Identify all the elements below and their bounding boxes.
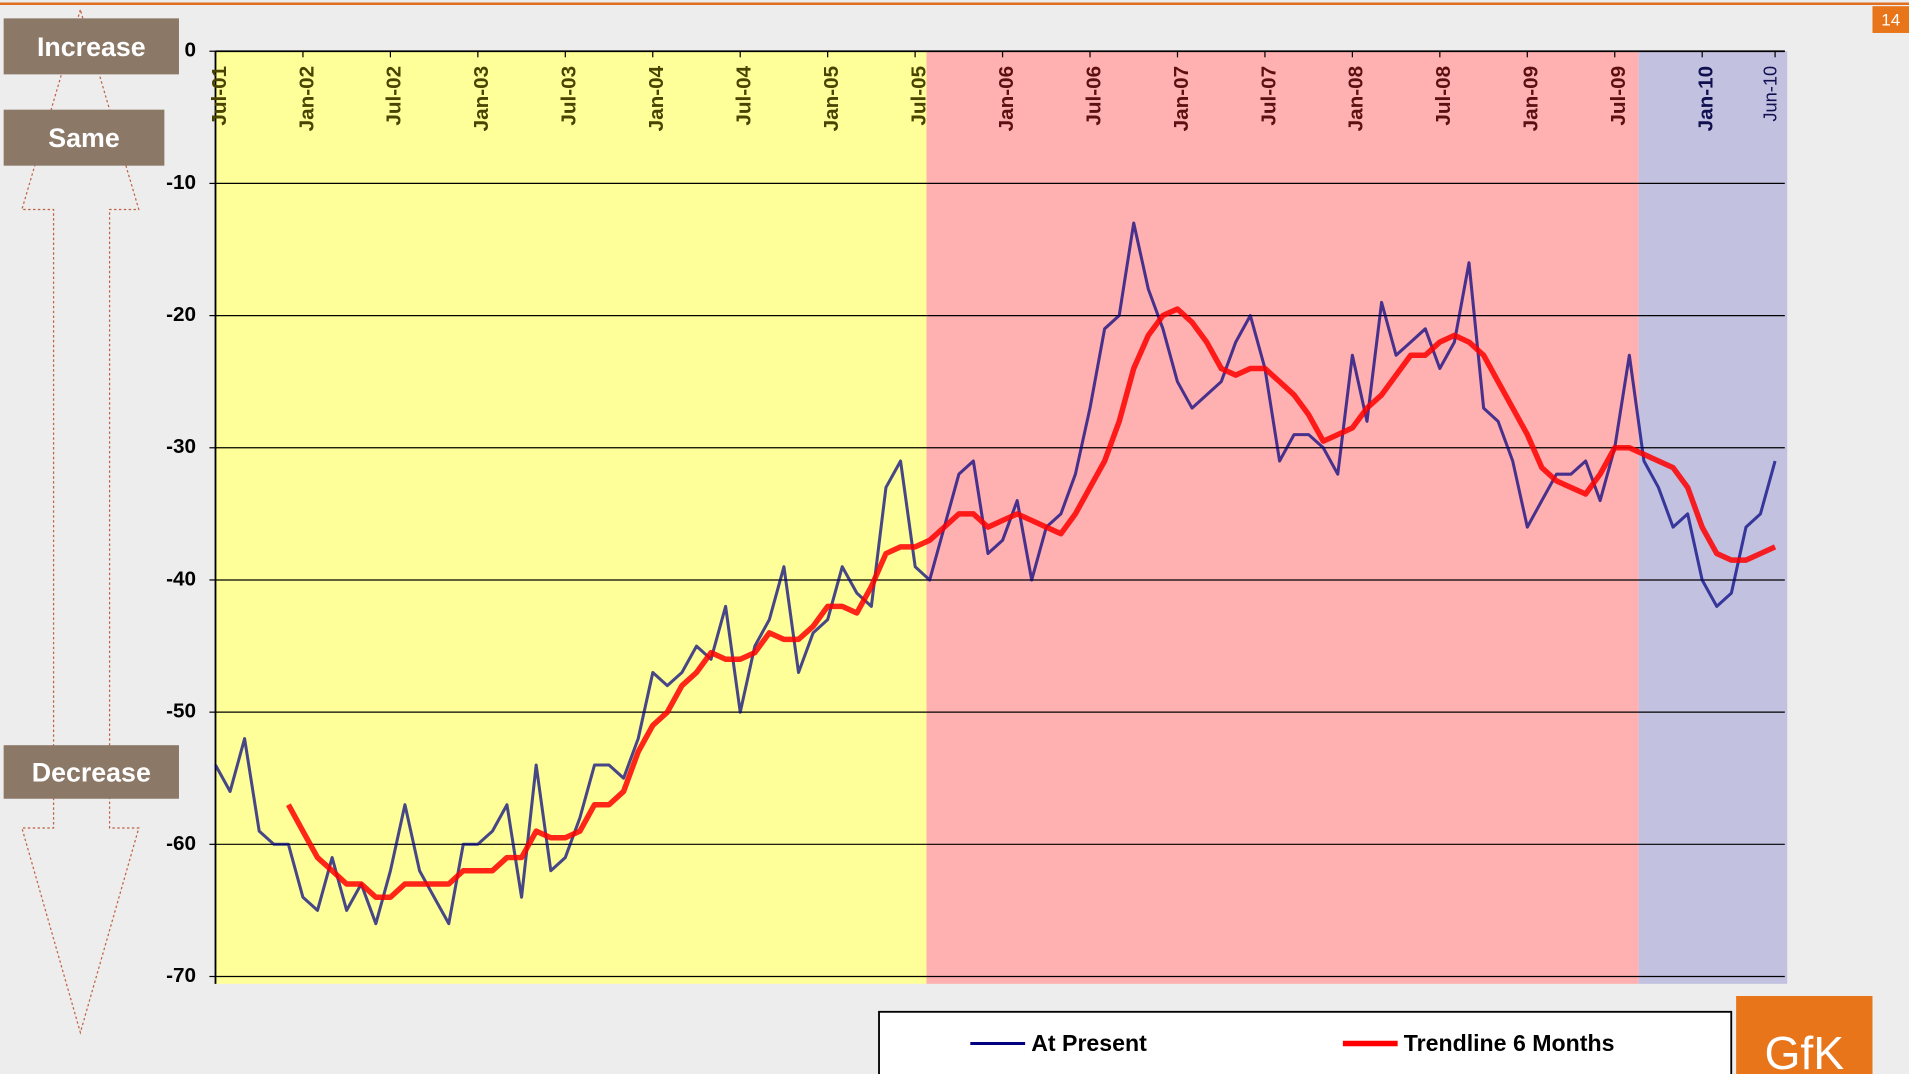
region-yellow (215, 51, 927, 984)
legend-label: At Present (1031, 1030, 1147, 1056)
legend-label: Trendline 6 Months (1404, 1030, 1615, 1056)
page-number-box (1872, 6, 1909, 33)
label-box (3, 18, 179, 75)
y-tick-label: -70 (166, 964, 196, 987)
x-tick-label: Jul-03 (558, 66, 581, 126)
scale-arrow (21, 7, 140, 1035)
x-tick-label: Jan-04 (645, 65, 668, 131)
logo-box (1736, 995, 1873, 1074)
logo: GfK (1764, 1027, 1844, 1074)
legend: At Present Trendline 6 Months (970, 1030, 1614, 1056)
y-tick-label: -30 (166, 435, 196, 458)
plot: 0 -10 -20 -30 -40 -50 -60 -70 Jul-01 Jan-02 Jul-02… (166, 39, 1785, 987)
x-tick-label: Jul-06 (1082, 66, 1105, 126)
x-tick-label: Jan-05 (820, 66, 843, 132)
x-tick-label: Jul-08 (1432, 66, 1455, 126)
scale-label: Same (48, 123, 119, 153)
x-tick-label: Jan-06 (995, 66, 1018, 132)
region-blue (1638, 51, 1788, 984)
x-tick-label: Jan-10 (1695, 66, 1718, 132)
scale-label: Decrease (32, 757, 151, 787)
y-tick-label: -10 (166, 171, 196, 194)
x-tick-label: Jul-04 (733, 65, 756, 125)
x-tick-label: Jan-09 (1520, 66, 1543, 132)
x-tick-label: Jan-08 (1345, 66, 1368, 132)
label-box (3, 109, 165, 166)
x-tick-label: Jan-02 (295, 66, 318, 132)
label-box (3, 745, 179, 799)
x-tick-label: Jun-10 (1759, 66, 1780, 122)
x-tick-label: Jul-01 (208, 66, 231, 126)
x-tick-label: Jul-07 (1257, 66, 1280, 126)
scale-label: Increase (37, 32, 146, 62)
series-line (286, 306, 1777, 900)
page-number: 14 (1881, 10, 1900, 29)
x-tick-label: Jan-07 (1170, 66, 1193, 132)
y-tick-label: -40 (166, 567, 196, 590)
region-pink (926, 51, 1639, 984)
x-tick-label: Jan-03 (470, 66, 493, 132)
y-tick-label: -50 (166, 700, 196, 723)
series-line (214, 221, 1777, 926)
y-tick-label: -20 (166, 303, 196, 326)
x-tick-label: Jul-02 (383, 66, 406, 126)
x-tick-label: Jul-05 (907, 66, 930, 126)
x-tick-label: Jul-09 (1607, 66, 1630, 126)
y-tick-label: 0 (184, 39, 196, 62)
y-tick-label: -60 (166, 832, 196, 855)
